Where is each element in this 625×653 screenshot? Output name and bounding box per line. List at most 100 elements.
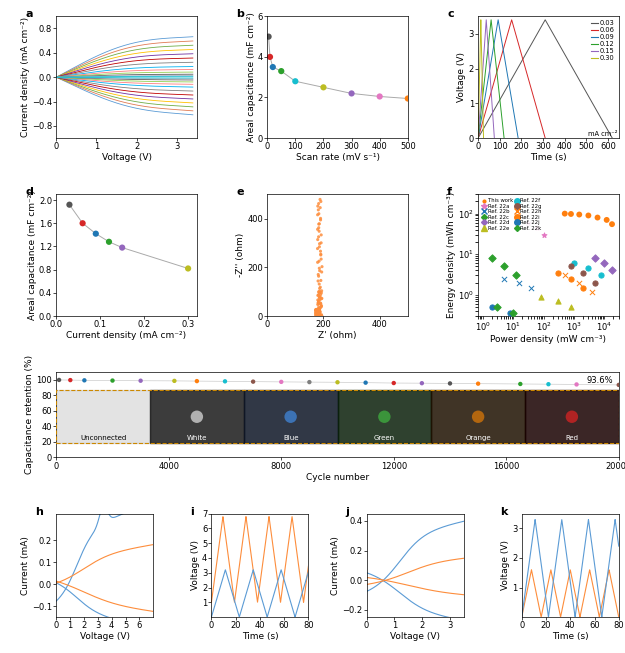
Point — [532, 223, 542, 233]
Point — [332, 377, 342, 387]
Point — [314, 310, 324, 320]
Point — [313, 298, 323, 309]
Point — [311, 306, 321, 317]
Point — [312, 304, 322, 315]
Point — [314, 235, 324, 246]
Bar — [56, 390, 150, 443]
Point — [316, 303, 326, 313]
Point — [583, 263, 593, 274]
Point — [514, 278, 524, 288]
Point — [314, 310, 324, 321]
Point — [312, 310, 322, 320]
Point — [314, 294, 324, 304]
Point — [314, 310, 324, 320]
Point — [313, 310, 323, 320]
Point — [314, 291, 324, 302]
Point — [79, 375, 89, 385]
Point — [312, 305, 322, 315]
Point — [553, 268, 563, 278]
Text: mA cm⁻²: mA cm⁻² — [588, 131, 618, 137]
Point — [315, 301, 325, 311]
Point — [315, 206, 325, 216]
This work — [560, 208, 570, 219]
Point — [311, 310, 321, 320]
Point — [311, 305, 321, 315]
Point — [314, 309, 324, 319]
Point — [313, 309, 323, 319]
Point — [311, 310, 321, 321]
Point — [78, 218, 88, 229]
Point — [587, 287, 597, 297]
This work — [592, 212, 602, 223]
Text: Red: Red — [566, 435, 578, 441]
Point — [317, 202, 327, 212]
Y-axis label: Capacitance retention (%): Capacitance retention (%) — [25, 355, 34, 474]
Point — [346, 88, 356, 99]
Point — [569, 258, 579, 268]
Point — [314, 287, 324, 298]
Point — [311, 304, 321, 315]
Y-axis label: Energy density (mWh cm⁻³): Energy density (mWh cm⁻³) — [447, 192, 456, 318]
Point — [578, 282, 588, 293]
Text: b: b — [236, 9, 244, 19]
Point — [312, 308, 322, 319]
Point — [316, 279, 326, 289]
Point — [316, 193, 326, 204]
Point — [312, 310, 322, 321]
Point — [315, 310, 325, 321]
Point — [311, 311, 321, 321]
Point — [314, 289, 324, 300]
Point — [614, 379, 624, 390]
Point — [375, 91, 385, 102]
Point — [566, 261, 576, 272]
Point — [265, 52, 275, 62]
Point — [314, 305, 324, 315]
Point — [312, 310, 322, 320]
Point — [314, 258, 324, 268]
Point — [487, 302, 497, 312]
Point — [315, 204, 325, 214]
Point — [314, 308, 324, 319]
Point — [107, 375, 118, 386]
Point — [314, 310, 324, 321]
Bar — [150, 390, 244, 443]
Text: i: i — [190, 507, 194, 517]
Point — [314, 309, 324, 319]
Point — [508, 308, 518, 319]
Point — [316, 248, 326, 259]
Point — [319, 82, 329, 93]
Point — [379, 411, 389, 422]
Point — [316, 281, 326, 291]
Point — [316, 262, 326, 272]
Point — [311, 310, 321, 320]
Point — [312, 308, 322, 319]
Point — [136, 375, 146, 386]
Point — [313, 295, 323, 305]
Point — [314, 306, 324, 317]
Point — [312, 305, 322, 315]
X-axis label: Power density (mW cm⁻³): Power density (mW cm⁻³) — [491, 334, 606, 343]
Point — [311, 307, 321, 317]
Point — [560, 270, 570, 281]
Point — [312, 232, 322, 243]
Point — [578, 268, 588, 278]
Point — [311, 308, 321, 318]
Point — [312, 310, 322, 320]
Point — [315, 310, 325, 320]
Point — [312, 310, 322, 321]
Point — [315, 211, 325, 221]
Point — [473, 379, 483, 389]
Point — [313, 309, 323, 319]
Text: Unconnected: Unconnected — [80, 435, 126, 441]
Y-axis label: Current (mA): Current (mA) — [21, 536, 30, 595]
Y-axis label: Current (mA): Current (mA) — [331, 536, 340, 595]
Point — [104, 236, 114, 247]
Point — [192, 376, 202, 387]
Point — [314, 310, 324, 320]
Point — [314, 305, 324, 315]
This work — [566, 209, 576, 219]
Point — [314, 285, 324, 295]
Point — [314, 298, 324, 309]
Point — [311, 305, 321, 315]
Point — [276, 377, 286, 387]
